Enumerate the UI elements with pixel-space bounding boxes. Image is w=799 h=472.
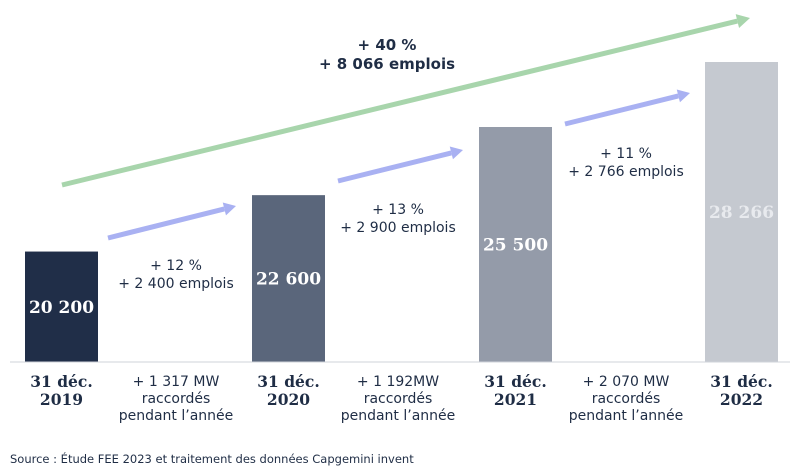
bar-3 <box>705 61 778 363</box>
capacity-note-1-line: + 1 192MW <box>357 374 439 390</box>
growth-annotation-1-line: + 2 900 emplois <box>340 220 456 236</box>
growth-annotation-1: + 13 % + 2 900 emplois <box>340 202 456 236</box>
category-label-2-line: 31 déc. <box>484 372 547 391</box>
capacity-note-0: + 1 317 MW raccordés pendant l’année <box>119 374 234 424</box>
growth-annotation-2-line: + 2 766 emplois <box>568 164 684 180</box>
capacity-note-2-line: pendant l’année <box>569 408 684 424</box>
category-label-1: 31 déc. 2020 <box>257 372 320 409</box>
category-label-0-line: 2019 <box>40 390 83 409</box>
growth-arrow-0-shaft <box>107 206 225 241</box>
total-growth-arrow <box>61 14 750 188</box>
category-label-3-line: 2022 <box>720 390 763 409</box>
arrows-layer <box>61 14 750 241</box>
capacity-note-1-line: pendant l’année <box>341 408 456 424</box>
growth-arrow-0 <box>107 202 236 241</box>
growth-arrow-2-shaft <box>564 93 679 127</box>
growth-arrow-2-head <box>676 89 690 103</box>
growth-annotation-2: + 11 % + 2 766 emplois <box>568 146 684 180</box>
capacity-note-2-line: raccordés <box>592 391 661 407</box>
category-label-1-line: 31 déc. <box>257 372 320 391</box>
category-label-1-line: 2020 <box>267 390 310 409</box>
growth-annotation-1-line: + 13 % <box>372 202 424 218</box>
total-annotation-line: + 8 066 emplois <box>319 55 455 73</box>
bar-value-label-0: 20 200 <box>29 298 94 318</box>
growth-arrow-1-head <box>449 146 463 160</box>
bar-value-label-1: 22 600 <box>256 270 321 290</box>
growth-arrow-2 <box>564 89 690 127</box>
growth-arrow-1-shaft <box>337 150 452 184</box>
category-label-2: 31 déc. 2021 <box>484 372 547 409</box>
bars-layer <box>10 61 790 363</box>
bar-value-label-2: 25 500 <box>483 236 548 256</box>
category-label-0-line: 31 déc. <box>30 372 93 391</box>
capacity-note-2-line: + 2 070 MW <box>583 374 670 390</box>
total-annotation: + 40 % + 8 066 emplois <box>319 36 455 73</box>
bar-0 <box>25 251 98 362</box>
capacity-note-0-line: + 1 317 MW <box>133 374 220 390</box>
category-label-3: 31 déc. 2022 <box>710 372 773 409</box>
category-label-3-line: 31 déc. <box>710 372 773 391</box>
capacity-note-2: + 2 070 MW raccordés pendant l’année <box>569 374 684 424</box>
capacity-note-1: + 1 192MW raccordés pendant l’année <box>341 374 456 424</box>
growth-annotation-2-line: + 11 % <box>600 146 652 162</box>
growth-arrow-0-head <box>222 202 236 216</box>
growth-annotation-0: + 12 % + 2 400 emplois <box>118 258 234 292</box>
category-label-2-line: 2021 <box>494 390 537 409</box>
bar-value-label-3: 28 266 <box>709 203 774 223</box>
total-growth-arrow-shaft <box>61 18 738 188</box>
capacity-note-1-line: raccordés <box>364 391 433 407</box>
category-label-0: 31 déc. 2019 <box>30 372 93 409</box>
growth-arrow-1 <box>337 146 463 184</box>
capacity-note-0-line: raccordés <box>142 391 211 407</box>
source-note: Source : Étude FEE 2023 et traitement de… <box>10 452 414 466</box>
capacity-note-0-line: pendant l’année <box>119 408 234 424</box>
growth-annotation-0-line: + 2 400 emplois <box>118 276 234 292</box>
bar-2 <box>479 127 552 362</box>
total-annotation-line: + 40 % <box>358 36 417 54</box>
total-growth-arrow-head <box>735 14 750 29</box>
bar-1 <box>252 195 325 362</box>
growth-annotation-0-line: + 12 % <box>150 258 202 274</box>
